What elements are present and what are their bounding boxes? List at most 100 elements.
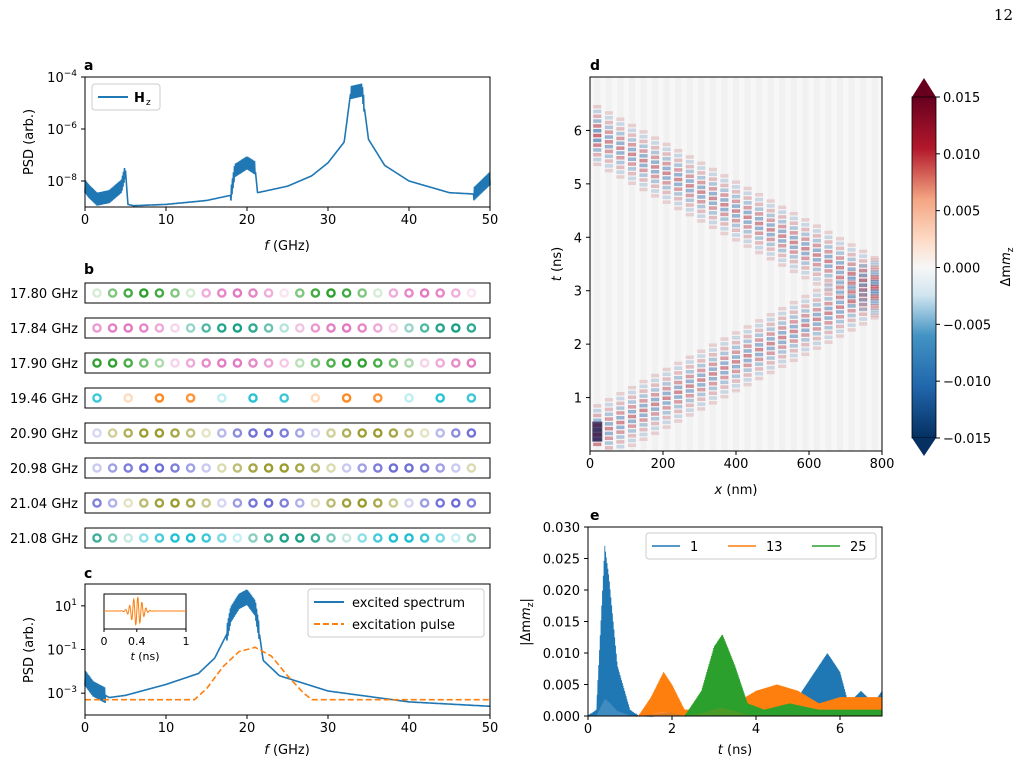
panel-a-y-ticklabel: 10−6 <box>47 121 77 138</box>
heat-cell <box>824 288 833 292</box>
heat-cell <box>801 342 810 347</box>
heat-cell <box>662 166 671 171</box>
heat-cell <box>755 217 764 221</box>
heat-cell <box>662 420 671 425</box>
heat-cell <box>708 396 717 400</box>
heat-cell <box>836 310 844 314</box>
heat-cell <box>812 272 821 276</box>
mode-dot <box>92 428 102 438</box>
heat-cell <box>616 406 625 410</box>
heat-cell <box>847 299 856 303</box>
mode-dot <box>154 358 165 368</box>
mode-dot <box>154 498 165 508</box>
heat-cell <box>732 360 740 364</box>
heat-cell <box>685 212 694 217</box>
heat-cell <box>743 339 752 344</box>
panel-c-inset: 0 0.4 1 t (ns) <box>101 593 190 663</box>
mode-dot <box>466 463 477 473</box>
heat-cell <box>766 257 775 261</box>
heat-cell <box>870 272 879 277</box>
mode-dot <box>263 428 274 438</box>
heat-cell <box>685 365 694 369</box>
heat-cell <box>720 385 729 389</box>
heat-cell <box>708 215 717 220</box>
heat-cell <box>616 435 625 439</box>
mode-dot <box>185 428 196 438</box>
heat-cell <box>766 313 775 317</box>
mode-dot <box>466 428 477 438</box>
heat-cell <box>697 383 706 387</box>
heat-cell <box>674 395 683 399</box>
heat-cell <box>812 288 821 293</box>
heat-cell <box>662 396 671 400</box>
heat-cell <box>859 302 868 306</box>
heat-cell <box>604 125 613 130</box>
heat-cell <box>674 376 683 380</box>
heat-cell <box>651 179 660 184</box>
heat-cell <box>697 166 706 170</box>
heat-column <box>640 77 647 451</box>
heat-cell <box>824 235 833 239</box>
heat-cell <box>789 240 798 245</box>
heat-cell <box>685 184 694 188</box>
heat-column <box>767 77 774 451</box>
heat-cell <box>755 236 764 240</box>
heat-cell <box>778 335 787 340</box>
mode-dot <box>185 288 196 298</box>
heat-cell <box>639 149 648 153</box>
inset-ticklabel: 0 <box>101 635 108 648</box>
heat-cell <box>755 357 764 362</box>
heat-cell <box>593 124 602 128</box>
heat-cell <box>836 286 844 290</box>
heat-cell <box>847 284 856 289</box>
mode-dot <box>310 463 321 473</box>
heat-cell <box>732 185 740 189</box>
heat-cell <box>836 291 844 295</box>
panel-b-label: b <box>84 262 94 278</box>
mode-dot <box>232 428 243 438</box>
heat-cell <box>628 414 636 419</box>
heat-cell <box>812 327 821 331</box>
mode-dot <box>170 428 180 438</box>
panel-c-x-ticklabel: 50 <box>482 721 499 736</box>
heat-cell <box>743 186 752 191</box>
mode-dot <box>107 288 118 298</box>
heat-cell <box>836 251 844 255</box>
heat-cell <box>812 267 821 272</box>
heat-cell <box>778 350 787 354</box>
heat-cell <box>708 211 717 215</box>
heat-cell <box>651 393 660 397</box>
heat-cell <box>789 315 798 319</box>
heat-cell <box>720 361 729 365</box>
heat-cell <box>732 180 740 184</box>
heat-cell <box>766 351 775 355</box>
heat-cell <box>720 356 729 360</box>
heat-cell <box>766 327 775 331</box>
heat-cell <box>789 329 798 334</box>
panel-d-label: d <box>590 58 600 74</box>
heat-cell <box>628 438 636 443</box>
mode-dot <box>170 463 180 473</box>
mode-dot <box>170 533 180 543</box>
heat-cell <box>789 300 798 305</box>
heat-cell <box>801 251 810 256</box>
panel-c-x-ticklabel: 30 <box>320 721 337 736</box>
heat-cell <box>708 196 717 201</box>
heat-cell <box>755 202 764 207</box>
heat-cell <box>778 258 787 262</box>
heat-cell <box>836 246 844 251</box>
mode-dot <box>310 288 321 298</box>
heat-cell <box>870 277 879 282</box>
mode-dot <box>388 428 399 438</box>
mode-dot <box>232 323 243 333</box>
heat-cell <box>732 190 740 194</box>
heat-cell <box>870 263 879 267</box>
heat-cell <box>685 174 694 178</box>
heat-cell <box>697 180 706 185</box>
heat-cell <box>870 258 879 262</box>
mode-dot <box>404 393 414 403</box>
panel-d-y-ticklabel: 3 <box>574 285 582 300</box>
heat-cell <box>801 352 810 356</box>
heat-cell <box>697 185 706 190</box>
